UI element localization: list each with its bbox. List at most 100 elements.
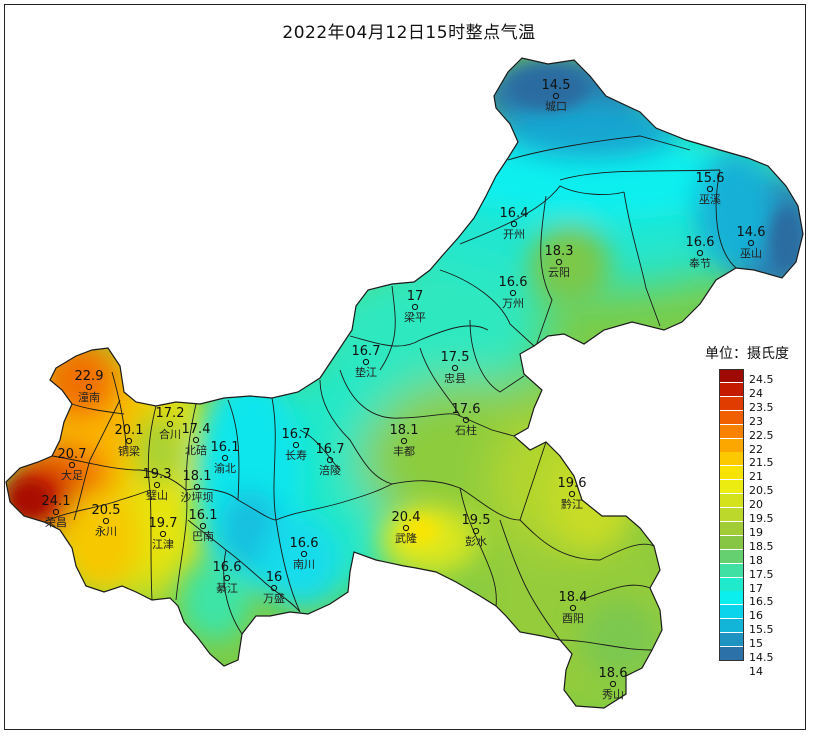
station-name: 北碚 xyxy=(185,443,207,457)
legend-tick-label: 22.5 xyxy=(749,428,774,442)
station-name: 长寿 xyxy=(285,448,307,462)
station-temperature: 19.6 xyxy=(558,476,587,491)
station-name: 酉阳 xyxy=(562,612,584,625)
station-marker xyxy=(125,437,133,445)
legend-swatch xyxy=(719,577,744,591)
station-5: 16.6 奉节 xyxy=(686,235,715,270)
station-24: 20.5 永川 xyxy=(92,503,121,538)
station-27: 20.4 武隆 xyxy=(392,510,421,545)
station-temperature: 16.7 xyxy=(282,427,311,442)
station-10: 17.5 忠县 xyxy=(441,350,470,385)
legend-tick-label: 17.5 xyxy=(749,567,774,581)
legend-tick-label: 23.5 xyxy=(749,400,774,414)
station-1: 14.5 城口 xyxy=(542,78,571,113)
station-marker xyxy=(159,530,167,538)
legend-tick-label: 19 xyxy=(749,525,763,539)
station-marker xyxy=(192,436,200,444)
station-name: 武隆 xyxy=(395,531,417,545)
station-temperature: 18.6 xyxy=(599,666,628,681)
temperature-field xyxy=(6,58,803,708)
legend-swatch xyxy=(719,591,744,605)
station-34: 18.6 秀山 xyxy=(599,666,628,701)
legend-swatch xyxy=(719,382,744,396)
station-temperature: 15.6 xyxy=(696,171,725,186)
legend-swatch xyxy=(719,605,744,619)
station-temperature: 18.4 xyxy=(559,590,588,605)
station-name: 梁平 xyxy=(404,310,426,324)
station-marker xyxy=(555,258,563,266)
station-name: 江津 xyxy=(152,538,174,551)
station-temperature: 20.4 xyxy=(392,510,421,525)
station-marker xyxy=(400,437,408,445)
legend-tick-label: 23 xyxy=(749,414,763,428)
station-temperature: 17 xyxy=(407,289,424,304)
station-marker xyxy=(568,490,576,498)
station-name: 石柱 xyxy=(455,423,477,437)
station-marker xyxy=(706,185,714,193)
station-4: 18.3 云阳 xyxy=(545,244,574,279)
station-23: 24.1 荣昌 xyxy=(42,494,71,529)
station-name: 奉节 xyxy=(689,256,711,270)
station-marker xyxy=(292,441,300,449)
station-32: 16.6 南川 xyxy=(290,536,319,571)
station-marker xyxy=(569,604,577,612)
station-name: 忠县 xyxy=(444,372,466,385)
legend-tick-label: 24.5 xyxy=(749,373,774,386)
station-16: 16.1 渝北 xyxy=(211,440,240,475)
station-name: 大足 xyxy=(61,468,83,482)
station-marker xyxy=(609,680,617,688)
legend-tick-label: 21.5 xyxy=(749,456,774,470)
station-name: 彭水 xyxy=(465,534,487,548)
station-temperature: 18.1 xyxy=(183,469,212,484)
station-marker xyxy=(402,524,410,532)
legend-swatch xyxy=(719,633,744,647)
station-21: 19.3 璧山 xyxy=(143,467,172,502)
station-31: 16 万盛 xyxy=(263,570,285,605)
legend-swatch xyxy=(719,549,744,563)
legend-swatch xyxy=(719,396,744,410)
station-marker xyxy=(451,364,459,372)
station-28: 19.5 彭水 xyxy=(462,513,491,548)
station-name: 渝北 xyxy=(214,461,236,475)
station-3: 16.4 开州 xyxy=(500,206,529,241)
station-marker xyxy=(462,416,470,424)
station-name: 南川 xyxy=(293,558,315,571)
station-2: 15.6 巫溪 xyxy=(696,171,725,206)
legend-tick-label: 17 xyxy=(749,581,763,595)
legend-tick-label: 22 xyxy=(749,442,763,456)
legend-swatch xyxy=(719,424,744,438)
station-temperature: 18.3 xyxy=(545,244,574,259)
station-marker xyxy=(85,383,93,391)
station-temperature: 16.6 xyxy=(499,275,528,290)
station-marker xyxy=(411,303,419,311)
station-22: 18.1 沙坪坝 xyxy=(181,469,214,504)
station-18: 16.7 涪陵 xyxy=(316,442,345,477)
station-temperature: 20.5 xyxy=(92,503,121,518)
legend-swatch xyxy=(719,619,744,633)
station-temperature: 16.7 xyxy=(352,344,381,359)
county-boundaries xyxy=(43,135,737,651)
legend-tick-label: 16 xyxy=(749,609,763,623)
station-temperature: 17.2 xyxy=(156,406,185,421)
station-name: 沙坪坝 xyxy=(181,490,214,504)
legend-tick-label: 21 xyxy=(749,470,763,484)
station-marker xyxy=(509,289,517,297)
legend-swatch xyxy=(719,521,744,535)
station-name: 涪陵 xyxy=(319,463,341,477)
station-name: 荣昌 xyxy=(45,516,67,529)
station-name: 巫山 xyxy=(740,247,762,260)
station-26: 16.1 巴南 xyxy=(189,508,218,543)
station-temperature: 19.7 xyxy=(149,516,178,531)
map-title: 2022年04月12日15时整点气温 xyxy=(282,23,536,43)
legend-swatch xyxy=(719,452,744,466)
station-name: 秀山 xyxy=(602,688,624,701)
legend-tick-label: 19.5 xyxy=(749,512,774,525)
station-marker xyxy=(153,481,161,489)
station-temperature: 17.4 xyxy=(182,422,211,437)
station-name: 铜梁 xyxy=(118,444,140,458)
station-8: 17 梁平 xyxy=(404,289,426,324)
station-12: 22.9 潼南 xyxy=(75,369,104,404)
station-marker xyxy=(166,420,174,428)
station-name: 开州 xyxy=(503,228,525,241)
